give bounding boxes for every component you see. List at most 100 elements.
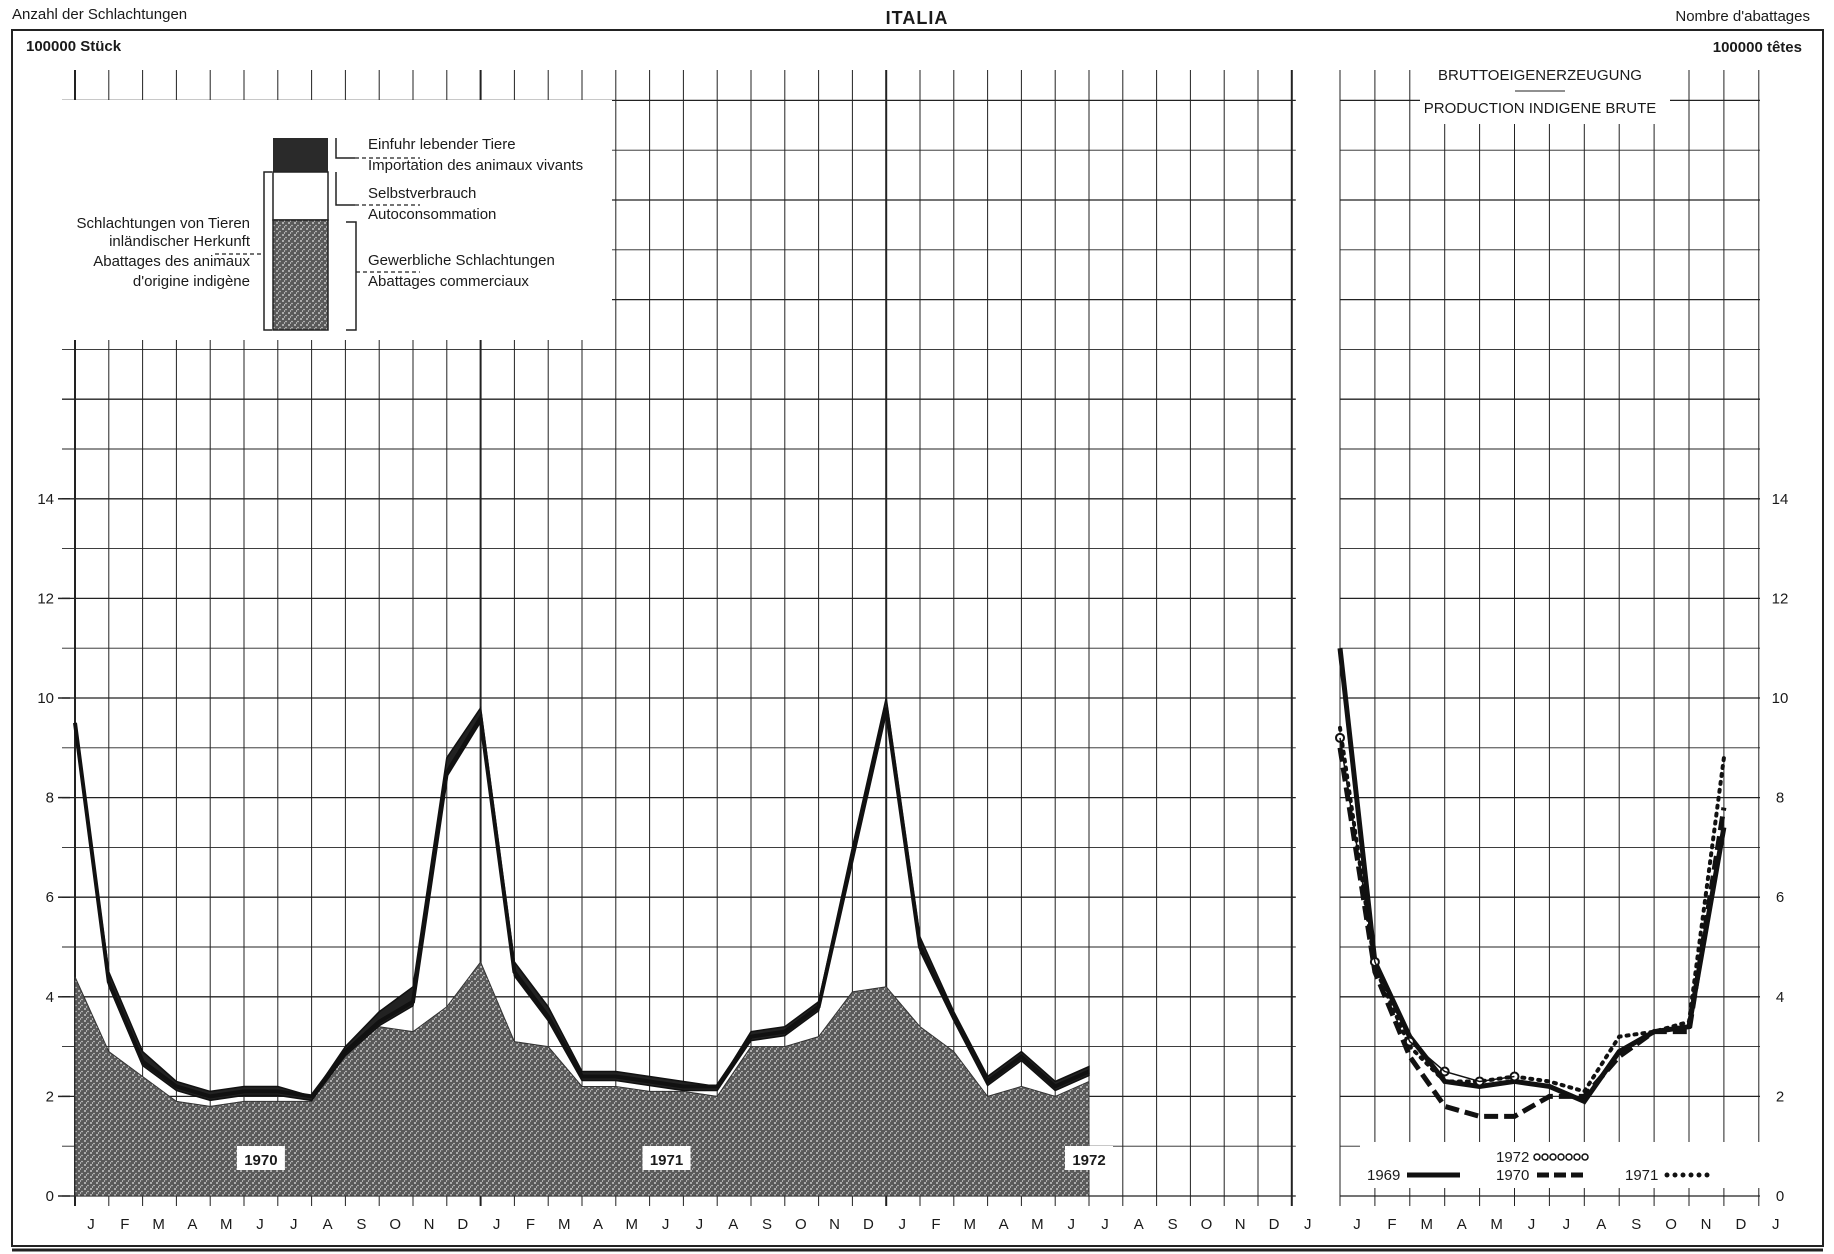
left-xtick-label: F [120,1216,129,1233]
left-xtick-label: J [1067,1216,1075,1233]
left-xtick-label: A [728,1216,738,1233]
legend-commercial-fr: Abattages commerciaux [368,273,529,290]
left-ytick-label: 0 [46,1188,54,1205]
right-ytick-label: 10 [1772,690,1789,707]
right-title-de: BRUTTOEIGENERZEUGUNG [1438,67,1642,84]
right-xtick-label: J [1772,1216,1780,1233]
right-legend-1971: 1971 [1625,1167,1658,1184]
left-xtick-label: J [87,1216,95,1233]
left-xtick-label: A [999,1216,1009,1233]
left-ytick-label: 12 [37,590,54,607]
left-xtick-label: A [323,1216,333,1233]
left-xtick-label: N [424,1216,435,1233]
left-xtick-label: J [662,1216,670,1233]
legend-circle-glyph [1533,1153,1541,1161]
left-xtick-label: J [1304,1216,1312,1233]
legend-dot-glyph [1696,1172,1702,1178]
series-1970-line [1337,747,1727,1119]
left-xtick-label: M [1031,1216,1044,1233]
left-xtick-label: J [1101,1216,1109,1233]
line-self-consumption [73,707,1090,1099]
left-xtick-label: M [220,1216,233,1233]
right-xtick-label: S [1631,1216,1641,1233]
legend-origin-line-3: Abattages des animaux [93,253,250,270]
left-ytick-label: 10 [37,690,54,707]
legend-box: Einfuhr lebender Tiere Importation des a… [52,100,612,340]
right-xtick-label: F [1387,1216,1396,1233]
right-title-fr: PRODUCTION INDIGENE BRUTE [1424,100,1657,117]
left-ytick-label: 14 [37,491,54,508]
series-1972-line [1339,737,1515,1083]
legend-dot-glyph [1704,1172,1710,1178]
legend-self-swatch [272,171,329,221]
left-xtick-label: F [526,1216,535,1233]
legend-dot-glyph [1672,1172,1678,1178]
left-xtick-label: J [696,1216,704,1233]
legend-circle-glyph [1557,1153,1565,1161]
legend-origin-line-2: inländischer Herkunft [109,233,251,250]
year-label-bg [1065,1146,1113,1170]
right-xtick-label: A [1457,1216,1467,1233]
left-xtick-label: J [493,1216,501,1233]
right-legend-1970: 1970 [1496,1167,1529,1184]
year-label-bg [236,1146,285,1170]
right-xtick-label: J [1353,1216,1361,1233]
right-xtick-label: D [1735,1216,1746,1233]
left-ytick-label: 6 [46,889,54,906]
right-ytick-label: 0 [1776,1188,1784,1205]
legend-commercial-swatch [272,219,329,331]
left-xtick-label: J [256,1216,264,1233]
left-xtick-label: M [626,1216,639,1233]
left-xtick-label: M [964,1216,977,1233]
left-xtick-label: D [1269,1216,1280,1233]
legend-self-fr: Autoconsommation [368,206,496,223]
legend-import-fr: Importation des animaux vivants [368,157,583,174]
left-xtick-label: D [863,1216,874,1233]
left-xtick-label: O [795,1216,807,1233]
left-xtick-label: N [829,1216,840,1233]
area-import [74,697,1090,1102]
left-xtick-label: S [356,1216,366,1233]
right-ytick-label: 12 [1772,590,1789,607]
legend-origin-line-1: Schlachtungen von Tieren [77,215,250,232]
header-left: Anzahl der Schlachtungen [12,6,188,23]
left-ytick-label: 2 [46,1088,54,1105]
legend-circle-glyph [1541,1153,1549,1161]
left-ytick-label: 4 [46,989,54,1006]
right-legend-1969: 1969 [1367,1167,1400,1184]
legend-import-swatch [273,138,328,172]
left-xtick-label: A [1134,1216,1144,1233]
year-label: 1972 [1072,1152,1105,1169]
left-xtick-label: N [1235,1216,1246,1233]
right-panel-legend: 1969 1972 1970 1971 [1360,1142,1760,1188]
right-xtick-label: J [1528,1216,1536,1233]
legend-circle-glyph [1549,1153,1557,1161]
year-label-bg [642,1146,691,1170]
left-xtick-label: S [762,1216,772,1233]
right-panel-title: BRUTTOEIGENERZEUGUNG PRODUCTION INDIGENE… [1420,62,1670,124]
right-line-series [1335,647,1727,1119]
legend-dot-glyph [1688,1172,1694,1178]
axis-labels: 0 2 4 6 8 10 12 14 0 2 4 6 8 10 12 14 J F M A M J J A S O N D J F M A M J… [37,491,1788,1233]
left-xtick-label: A [593,1216,603,1233]
right-xtick-label: M [1490,1216,1503,1233]
right-ytick-label: 2 [1776,1088,1784,1105]
legend-circle-glyph [1581,1153,1589,1161]
legend-import-de: Einfuhr lebender Tiere [368,136,516,153]
left-xtick-label: A [187,1216,197,1233]
legend-circle-glyph [1573,1153,1581,1161]
left-xtick-label: D [457,1216,468,1233]
area-commercial [74,960,1090,1197]
right-xtick-label: J [1563,1216,1571,1233]
right-xtick-label: A [1596,1216,1606,1233]
legend-dot-glyph [1680,1172,1686,1178]
right-unit-label: 100000 têtes [1713,39,1802,56]
left-xtick-label: J [898,1216,906,1233]
legend-circle-glyph [1565,1153,1573,1161]
left-xtick-label: F [931,1216,940,1233]
legend-dot-glyph [1664,1172,1670,1178]
legend-origin-line-4: d'origine indigène [133,273,250,290]
left-xtick-label: M [558,1216,571,1233]
header-right: Nombre d'abattages [1675,8,1810,25]
left-xtick-label: O [389,1216,401,1233]
